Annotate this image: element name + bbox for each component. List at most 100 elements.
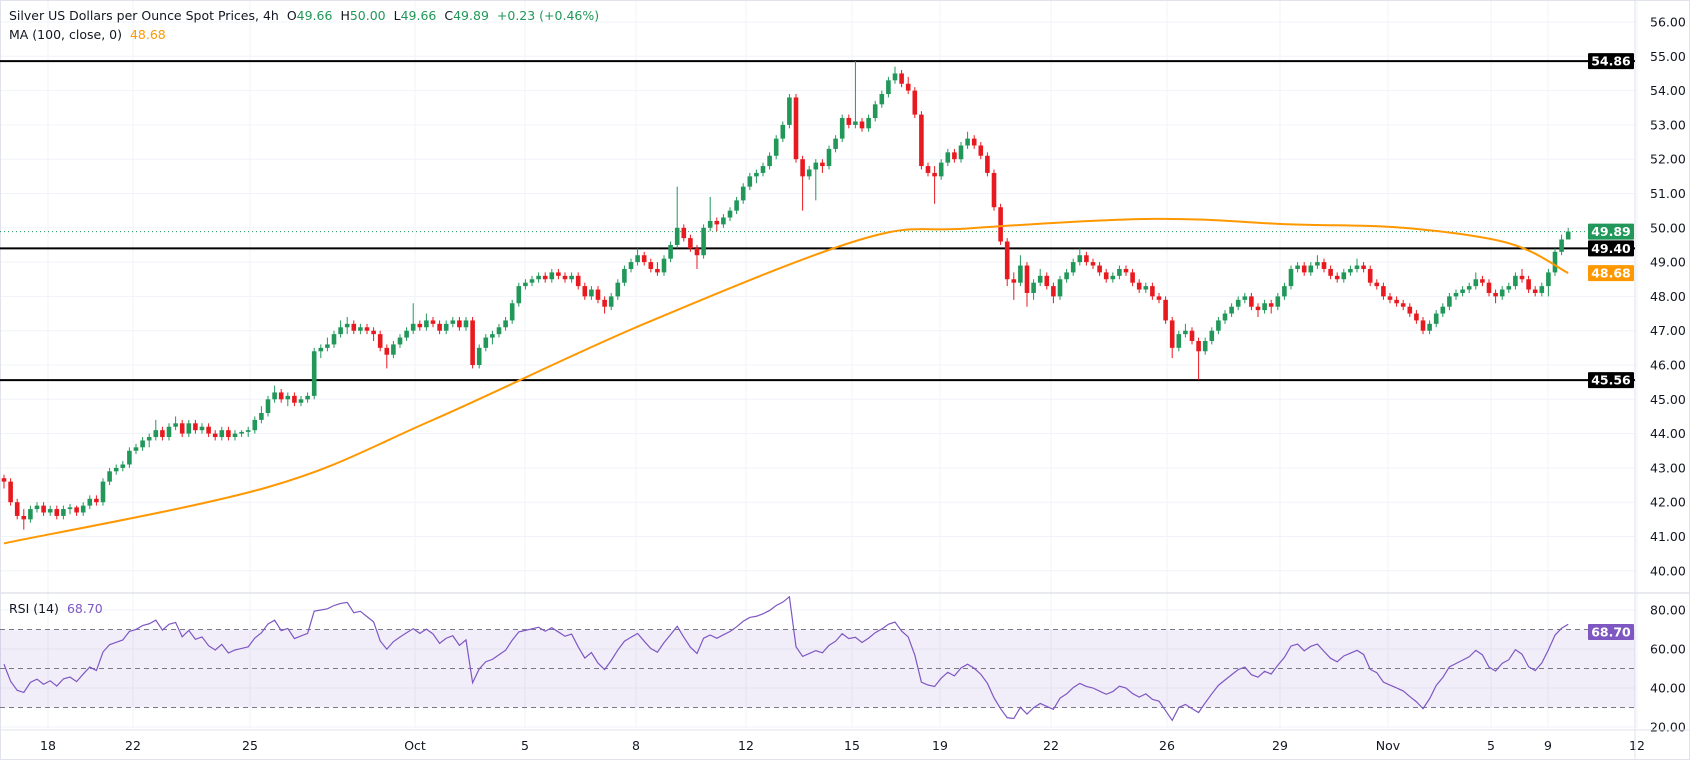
price-tick-label: 41.00: [1650, 529, 1686, 544]
candle-body: [1447, 296, 1452, 307]
candle-body: [239, 431, 244, 434]
candle-body: [166, 426, 172, 438]
candle: [1070, 258, 1076, 276]
candle: [384, 344, 390, 369]
candle-body: [1288, 268, 1294, 287]
rsi-legend[interactable]: RSI (14) 68.70: [9, 601, 107, 616]
candle-body: [278, 392, 284, 400]
candle: [602, 296, 607, 314]
ohlc-open-label: O: [286, 8, 297, 23]
candle: [1110, 272, 1116, 283]
candle-body: [1460, 289, 1465, 293]
candle-body: [54, 509, 60, 516]
candle: [727, 207, 733, 221]
candle-body: [199, 426, 205, 431]
symbol-legend: Silver US Dollars per Ounce Spot Prices,…: [9, 8, 603, 23]
candle-body: [1255, 306, 1261, 311]
candle-body: [1169, 320, 1175, 348]
candle: [1150, 282, 1155, 300]
candle: [820, 159, 825, 173]
candle-body: [582, 286, 588, 297]
candle-body: [648, 262, 654, 269]
level-price-badge: 45.56: [1588, 372, 1634, 389]
candle-body: [146, 437, 152, 441]
candle-body: [780, 124, 786, 139]
candle-body: [476, 347, 482, 365]
candle: [1295, 262, 1300, 273]
candle: [483, 334, 489, 352]
candle-body: [21, 515, 27, 520]
candle-body: [721, 217, 726, 225]
candle-body: [919, 114, 924, 167]
candle: [1447, 292, 1452, 311]
candle-body: [1519, 275, 1525, 280]
candle: [457, 316, 462, 331]
candle: [1552, 248, 1558, 276]
candle-body: [688, 238, 693, 249]
candle: [806, 166, 812, 180]
candle: [1242, 292, 1248, 304]
candle: [694, 244, 700, 269]
candle-body: [80, 505, 86, 513]
ma-legend-value: 48.68: [129, 27, 166, 42]
candle-body: [430, 320, 436, 324]
candle: [47, 505, 53, 516]
candle-body: [331, 334, 337, 345]
candle-body: [595, 289, 601, 300]
candle: [912, 87, 918, 119]
candle: [919, 111, 924, 170]
ohlc-close-value: 49.89: [453, 8, 489, 23]
candle: [925, 162, 931, 177]
candle: [965, 131, 970, 149]
candle-body: [892, 73, 898, 81]
candle: [1288, 265, 1294, 290]
candle-body: [34, 505, 40, 510]
x-tick-label: 15: [844, 738, 860, 753]
ohlc-low-label: L: [393, 8, 401, 23]
candle: [1493, 289, 1498, 304]
ohlc-open-value: 49.66: [296, 8, 333, 23]
ma-legend[interactable]: MA (100, close, 0) 48.68: [9, 27, 170, 42]
candle-body: [391, 344, 396, 355]
candle: [476, 344, 482, 369]
candle-body: [549, 272, 555, 280]
candle: [1077, 248, 1083, 266]
candle-body: [905, 83, 911, 91]
candle: [1044, 272, 1050, 290]
candle-body: [1018, 265, 1023, 283]
candle-body: [991, 172, 997, 208]
candle-body: [1084, 255, 1089, 263]
candle: [582, 282, 588, 300]
candle: [14, 498, 20, 520]
candle-body: [833, 138, 838, 149]
candle: [529, 275, 535, 287]
candle-body: [490, 334, 495, 338]
candle: [1453, 289, 1459, 300]
candle-body: [602, 299, 607, 307]
candle-body: [397, 337, 403, 345]
last-price-badge-bg: [1588, 223, 1634, 240]
candle-body: [193, 423, 198, 431]
candle-body: [325, 344, 330, 348]
candle: [173, 416, 178, 431]
candle-body: [1334, 275, 1340, 280]
candle-body: [1163, 299, 1168, 321]
candle-body: [259, 413, 264, 420]
candle-body: [127, 450, 132, 465]
candle-body: [899, 73, 904, 84]
candle-body: [1420, 320, 1426, 331]
candle: [443, 320, 449, 335]
level-price-badge-text: 54.86: [1591, 54, 1631, 69]
candle: [1189, 327, 1195, 345]
ohlc-high-label: H: [340, 8, 350, 23]
candle-body: [47, 509, 53, 513]
candle: [179, 419, 185, 438]
candle-body: [1143, 286, 1149, 290]
candle-body: [1493, 292, 1498, 297]
candle-body: [1367, 268, 1373, 283]
candle: [701, 224, 706, 259]
candle: [1282, 282, 1287, 300]
candle: [146, 433, 152, 448]
candle-body: [958, 145, 964, 160]
